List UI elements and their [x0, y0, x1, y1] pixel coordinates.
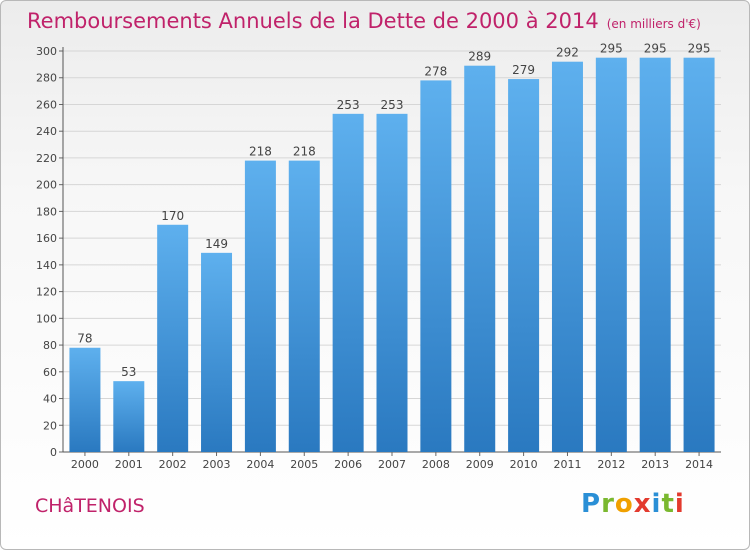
- y-tick-label: 40: [43, 393, 57, 406]
- x-tick-label: 2000: [71, 458, 99, 471]
- x-tick-label: 2001: [115, 458, 143, 471]
- y-tick-label: 260: [36, 98, 57, 111]
- y-tick-label: 220: [36, 152, 57, 165]
- logo-letter: i: [674, 489, 685, 519]
- logo-letter: r: [601, 489, 615, 519]
- bar-value-label: 53: [121, 365, 136, 379]
- logo-letter: P: [581, 489, 602, 519]
- bar-value-label: 253: [381, 98, 404, 112]
- x-tick-label: 2009: [466, 458, 494, 471]
- logo-letter: o: [614, 489, 634, 519]
- bar-value-label: 292: [556, 46, 579, 60]
- y-tick-label: 0: [50, 446, 57, 459]
- bar-2009: [464, 65, 496, 452]
- x-tick-label: 2007: [378, 458, 406, 471]
- bar-2005: [288, 160, 320, 452]
- y-tick-label: 140: [36, 259, 57, 272]
- x-tick-label: 2013: [641, 458, 669, 471]
- bar-2001: [113, 381, 145, 452]
- bars: [69, 57, 715, 453]
- y-tick-label: 160: [36, 232, 57, 245]
- bar-value-label: 295: [644, 42, 667, 56]
- bar-2000: [69, 347, 101, 452]
- x-tick-label: 2012: [597, 458, 625, 471]
- x-tick-label: 2002: [159, 458, 187, 471]
- bar-value-label: 295: [688, 42, 711, 56]
- bar-value-label: 279: [512, 63, 535, 77]
- bar-value-label: 149: [205, 237, 228, 251]
- chart-unit: (en milliers d'€): [606, 17, 701, 31]
- bar-2003: [201, 252, 233, 452]
- x-tick-label: 2010: [510, 458, 538, 471]
- bar-value-label: 218: [249, 145, 272, 159]
- y-tick-label: 20: [43, 419, 57, 432]
- bar-value-label: 289: [468, 50, 491, 64]
- x-tick-label: 2006: [334, 458, 362, 471]
- y-tick-label: 60: [43, 366, 57, 379]
- city-name: CHâTENOIS: [35, 495, 145, 517]
- bar-2007: [376, 113, 408, 452]
- x-tick-label: 2014: [685, 458, 713, 471]
- bar-2006: [332, 113, 364, 452]
- x-tick-label: 2003: [203, 458, 231, 471]
- y-tick-label: 100: [36, 312, 57, 325]
- x-tick-label: 2008: [422, 458, 450, 471]
- x-tick-label: 2005: [290, 458, 318, 471]
- bar-value-label: 253: [337, 98, 360, 112]
- y-tick-label: 80: [43, 339, 57, 352]
- chart-title-text: Remboursements Annuels de la Dette de 20…: [27, 9, 599, 33]
- proxiti-logo: Proxiti: [581, 489, 685, 519]
- y-tick-label: 200: [36, 179, 57, 192]
- logo-letter: x: [633, 489, 652, 519]
- bar-value-label: 295: [600, 42, 623, 56]
- bar-2008: [420, 80, 452, 452]
- bar-value-label: 218: [293, 145, 316, 159]
- bar-2002: [157, 224, 189, 452]
- x-tick-label: 2004: [246, 458, 274, 471]
- y-tick-label: 240: [36, 125, 57, 138]
- bar-value-label: 78: [77, 332, 92, 346]
- bar-2014: [683, 57, 715, 452]
- bar-value-label: 170: [161, 209, 184, 223]
- logo-letter: t: [661, 489, 675, 519]
- bar-2013: [639, 57, 671, 452]
- y-tick-label: 280: [36, 72, 57, 85]
- y-tick-label: 300: [36, 45, 57, 58]
- bar-2004: [244, 160, 276, 452]
- logo-letter: i: [651, 489, 662, 519]
- y-tick-label: 180: [36, 205, 57, 218]
- chart-title: Remboursements Annuels de la Dette de 20…: [27, 9, 701, 33]
- bar-2011: [551, 61, 583, 453]
- bar-value-label: 278: [424, 64, 447, 78]
- bar-2012: [595, 57, 627, 452]
- x-tick-label: 2011: [553, 458, 581, 471]
- labels: 0 20 40 60 80 100 120 140 160 180 200 220 240 260 280 3…: [36, 42, 713, 471]
- bar-2010: [508, 79, 540, 452]
- y-tick-label: 120: [36, 286, 57, 299]
